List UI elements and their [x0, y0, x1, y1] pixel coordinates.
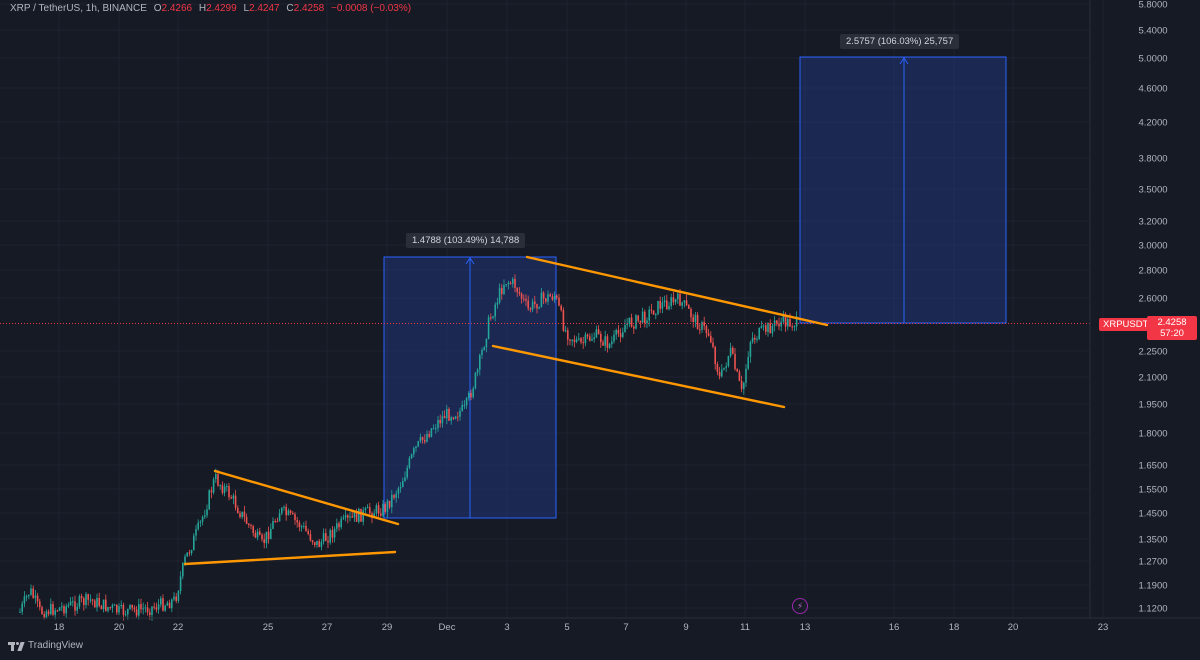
tradingview-logo-icon	[8, 641, 25, 651]
current-price-badge: 2.4258 57:20	[1147, 316, 1197, 340]
measure-label-1[interactable]: 1.4788 (103.49%) 14,788	[406, 233, 526, 248]
trendline-channel-top	[525, 255, 829, 327]
trendline-triangle-bottom	[183, 550, 397, 566]
price-axis[interactable]: 5.8000 5.4000 5.0000 4.6000 4.2000 3.8000 3.50…	[1138, 0, 1167, 615]
time-tick: 7	[623, 622, 628, 633]
time-tick: 18	[54, 622, 65, 633]
trendlines[interactable]	[183, 255, 829, 566]
price-tick: 3.0000	[1138, 241, 1167, 252]
lightning-bolt-icon[interactable]: ⚡	[792, 598, 808, 614]
chart-grid	[0, 0, 1104, 618]
price-tick: 3.2000	[1138, 217, 1167, 228]
time-tick: 29	[382, 622, 393, 633]
close-value: 2.4258	[293, 3, 325, 14]
time-tick: Dec	[439, 622, 456, 633]
price-tick: 1.1200	[1138, 604, 1167, 615]
change-value: −0.0008 (−0.03%)	[331, 3, 412, 14]
time-tick: 5	[564, 622, 569, 633]
price-tick: 2.1000	[1138, 373, 1167, 384]
measure-box-2[interactable]	[799, 56, 1007, 324]
price-tick: 3.8000	[1138, 154, 1167, 165]
high-value: 2.4299	[206, 3, 237, 14]
trendline-channel-bottom	[491, 344, 786, 409]
time-tick: 25	[263, 622, 274, 633]
time-tick: 20	[114, 622, 125, 633]
time-tick: 11	[740, 622, 750, 633]
open-value: 2.4266	[161, 3, 193, 14]
price-tick: 1.8000	[1138, 429, 1167, 440]
time-tick: 13	[800, 622, 811, 633]
price-tick: 1.3500	[1138, 535, 1167, 546]
price-tick: 1.4500	[1138, 509, 1167, 520]
bar-countdown: 57:20	[1160, 328, 1184, 339]
price-tick: 1.1900	[1138, 581, 1167, 592]
time-axis[interactable]: 18 20 22 25 27 29 Dec 3 5 7 9 11 13 16 18 20 23	[54, 622, 1109, 633]
time-tick: 16	[889, 622, 900, 633]
trendline-triangle-top	[213, 469, 400, 526]
symbol-legend[interactable]: XRP / TetherUS, 1h, BINANCE O2.4266 H2.4…	[10, 3, 412, 14]
time-tick: 3	[504, 622, 509, 633]
price-tick: 2.2500	[1138, 347, 1167, 358]
time-tick: 27	[322, 622, 333, 633]
time-tick: 22	[173, 622, 184, 633]
price-tick: 2.8000	[1138, 266, 1167, 277]
price-tick: 2.6000	[1138, 294, 1167, 305]
tradingview-logo[interactable]: TradingView	[8, 640, 83, 651]
price-tick: 3.5000	[1138, 185, 1167, 196]
symbol-badge: XRPUSDT	[1099, 318, 1153, 331]
price-tick: 1.6500	[1138, 461, 1167, 472]
current-price: 2.4258	[1157, 317, 1187, 328]
symbol-title[interactable]: XRP / TetherUS, 1h, BINANCE	[10, 3, 147, 14]
price-tick: 1.9500	[1138, 400, 1167, 411]
measure-label-2[interactable]: 2.5757 (106.03%) 25,757	[840, 34, 960, 49]
time-tick: 18	[949, 622, 960, 633]
price-tick: 5.4000	[1138, 26, 1167, 37]
low-value: 2.4247	[249, 3, 280, 14]
price-tick: 4.6000	[1138, 84, 1167, 95]
price-tick: 1.2700	[1138, 557, 1167, 568]
tradingview-brand: TradingView	[28, 640, 84, 651]
price-tick: 5.0000	[1138, 54, 1167, 65]
time-tick: 9	[683, 622, 688, 633]
time-tick: 23	[1098, 622, 1109, 633]
price-tick: 5.8000	[1138, 0, 1167, 11]
time-tick: 20	[1008, 622, 1019, 633]
price-tick: 4.2000	[1138, 118, 1167, 129]
price-tick: 1.5500	[1138, 485, 1167, 496]
